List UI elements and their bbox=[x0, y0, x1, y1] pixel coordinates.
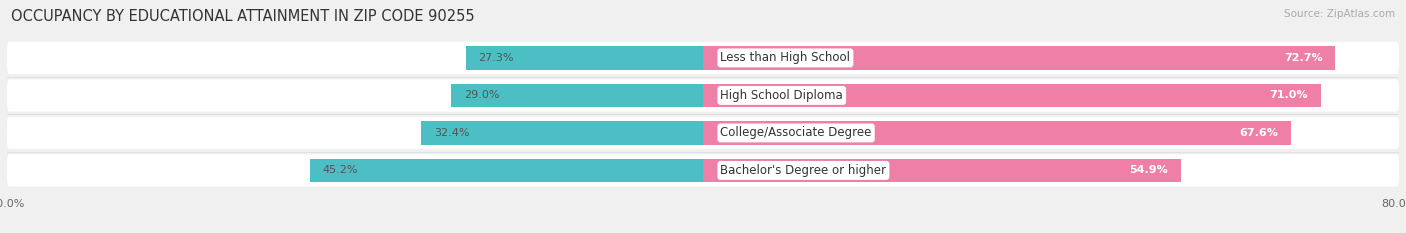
Text: College/Associate Degree: College/Associate Degree bbox=[720, 127, 872, 139]
Text: Bachelor's Degree or higher: Bachelor's Degree or higher bbox=[720, 164, 886, 177]
FancyBboxPatch shape bbox=[7, 42, 1399, 74]
Bar bbox=[422, 121, 703, 144]
Text: High School Diploma: High School Diploma bbox=[720, 89, 844, 102]
Text: 45.2%: 45.2% bbox=[323, 165, 359, 175]
Text: 29.0%: 29.0% bbox=[464, 90, 499, 100]
Text: 27.3%: 27.3% bbox=[478, 53, 515, 63]
FancyBboxPatch shape bbox=[7, 154, 1399, 187]
FancyBboxPatch shape bbox=[7, 79, 1399, 112]
Bar bbox=[703, 46, 1336, 69]
Text: 32.4%: 32.4% bbox=[434, 128, 470, 138]
Bar bbox=[451, 84, 703, 107]
Text: 67.6%: 67.6% bbox=[1239, 128, 1278, 138]
FancyBboxPatch shape bbox=[7, 117, 1399, 149]
Text: 71.0%: 71.0% bbox=[1270, 90, 1308, 100]
Text: 72.7%: 72.7% bbox=[1284, 53, 1323, 63]
Bar bbox=[703, 84, 1320, 107]
Text: Source: ZipAtlas.com: Source: ZipAtlas.com bbox=[1284, 9, 1395, 19]
Text: OCCUPANCY BY EDUCATIONAL ATTAINMENT IN ZIP CODE 90255: OCCUPANCY BY EDUCATIONAL ATTAINMENT IN Z… bbox=[11, 9, 475, 24]
Bar bbox=[309, 159, 703, 182]
Text: 54.9%: 54.9% bbox=[1129, 165, 1167, 175]
Bar bbox=[703, 159, 1181, 182]
Bar bbox=[703, 121, 1291, 144]
Bar bbox=[465, 46, 703, 69]
Text: Less than High School: Less than High School bbox=[720, 51, 851, 64]
